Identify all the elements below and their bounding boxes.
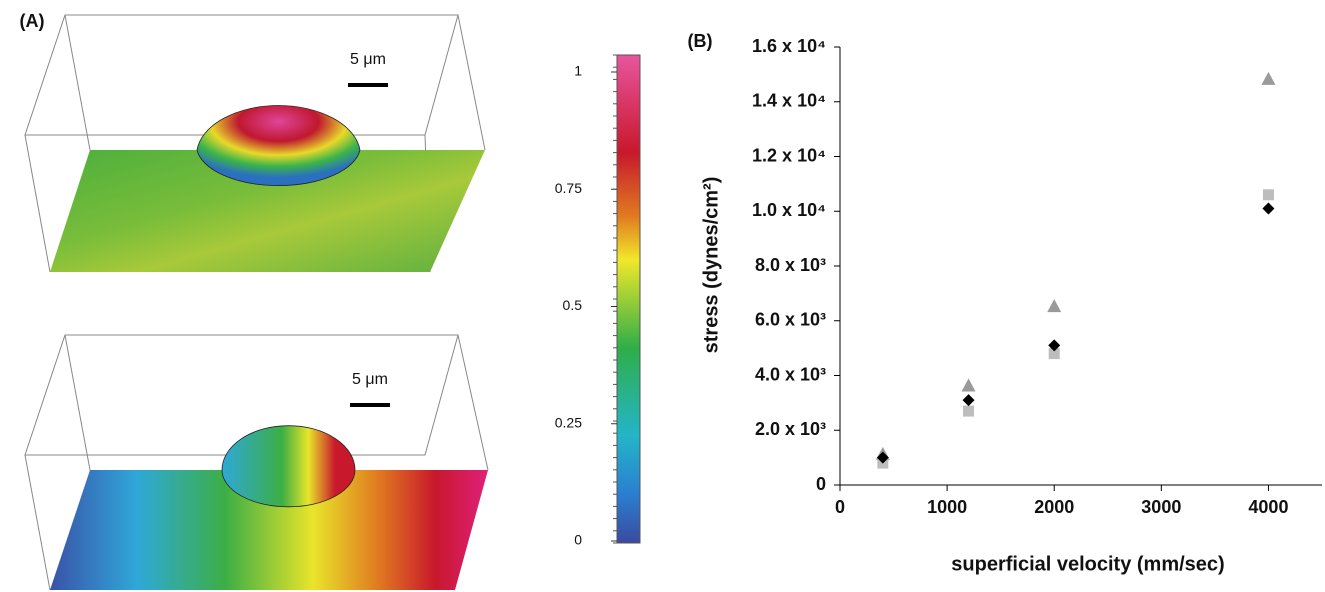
page: {"panel_a": {"label": "(A)", "scale_bars… (0, 0, 1325, 592)
colorbar-tick-label: 0 (574, 532, 582, 548)
colorbar-tick-label: 1 (574, 63, 582, 79)
colorbar-tick-label: 0.5 (563, 297, 583, 313)
x-tick-label: 3000 (1141, 497, 1181, 517)
panel-label: (A) (20, 11, 45, 31)
y-tick-label: 2.0 x 10³ (755, 419, 826, 439)
colorbar-tick-label: 0.25 (555, 414, 582, 430)
colorbar (617, 55, 640, 543)
cell-bottom (222, 426, 355, 507)
scale-label: 5 μm (352, 371, 388, 388)
x-tick-label: 1000 (927, 497, 967, 517)
panel-label: (B) (688, 31, 713, 51)
data-point (1262, 203, 1274, 215)
data-point (963, 406, 974, 417)
x-axis-title: superficial velocity (mm/sec) (951, 553, 1224, 575)
y-tick-label: 4.0 x 10³ (755, 364, 826, 384)
y-tick-label: 1.2 x 10⁴ (752, 145, 826, 165)
data-point (963, 394, 975, 406)
data-point (962, 378, 976, 391)
data-point (1263, 189, 1274, 200)
y-axis-title: stress (dynes/cm²) (700, 177, 722, 354)
data-point (1047, 299, 1061, 312)
cell-top (197, 106, 360, 186)
y-tick-label: 0 (816, 474, 826, 494)
x-tick-label: 0 (835, 497, 845, 517)
y-tick-label: 1.6 x 10⁴ (752, 36, 826, 56)
colorbar-tick-label: 0.75 (555, 180, 582, 196)
y-tick-label: 6.0 x 10³ (755, 310, 826, 330)
figure: (A) 5 μm 5 μm (B) superficial velocity (… (0, 0, 1325, 592)
data-point (1261, 72, 1275, 85)
scale-label: 5 μm (350, 51, 386, 68)
y-tick-label: 8.0 x 10³ (755, 255, 826, 275)
x-tick-label: 2000 (1034, 497, 1074, 517)
y-tick-label: 1.4 x 10⁴ (752, 91, 826, 111)
x-tick-label: 4000 (1248, 497, 1288, 517)
y-tick-label: 1.0 x 10⁴ (752, 200, 826, 220)
